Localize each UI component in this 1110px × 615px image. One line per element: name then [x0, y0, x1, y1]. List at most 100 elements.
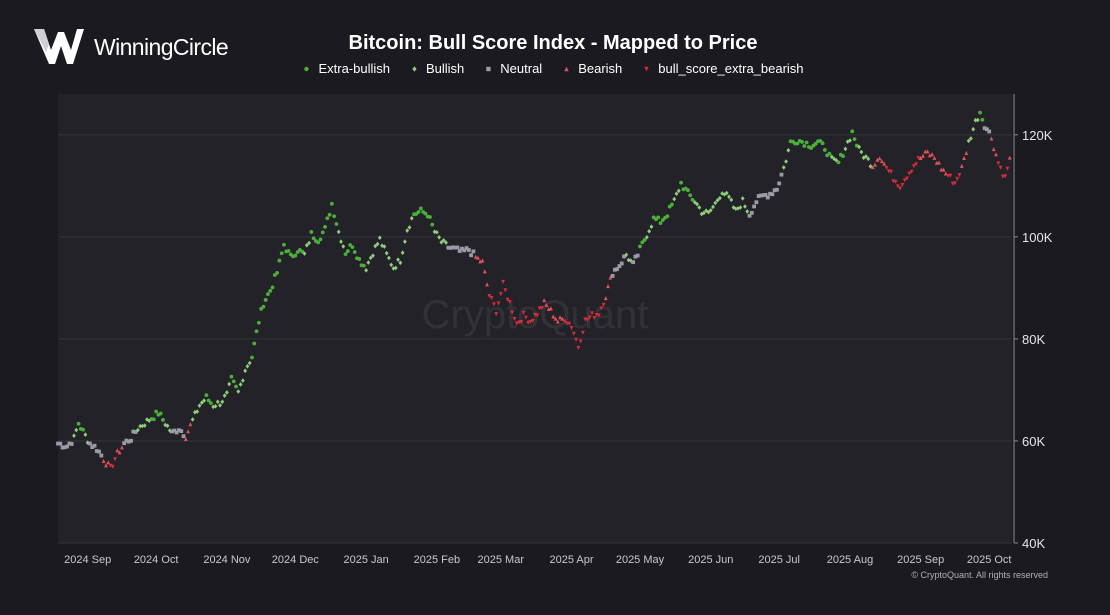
- data-point-bearish: [941, 167, 946, 172]
- data-point-bullish: [140, 423, 145, 429]
- data-point-extra-bullish: [151, 417, 156, 422]
- data-point-extra-bullish: [161, 418, 165, 422]
- data-point-extra-bullish: [978, 110, 982, 115]
- data-point-extra-bullish: [836, 160, 841, 165]
- data-point-bearish: [188, 422, 193, 427]
- data-point-bullish: [743, 204, 747, 209]
- data-point-neutral: [97, 449, 101, 454]
- data-point-extra-bullish: [254, 329, 259, 334]
- data-point-bullish: [733, 206, 738, 212]
- data-point-extra-bullish: [686, 188, 690, 193]
- data-point-bearish: [542, 298, 547, 303]
- data-point-bullish: [393, 265, 398, 271]
- data-point-bearish: [553, 316, 558, 321]
- data-point-bullish: [403, 239, 407, 244]
- data-point-neutral: [450, 245, 455, 250]
- data-point-bearish: [473, 254, 478, 259]
- legend-item-bearish[interactable]: Bearish: [562, 61, 622, 76]
- data-point-bullish: [715, 197, 720, 203]
- data-point-neutral: [131, 429, 136, 434]
- data-point-bullish: [781, 165, 786, 170]
- data-point-extra-bullish: [357, 257, 362, 261]
- data-point-extra-bearish: [889, 169, 893, 174]
- data-point-bearish: [880, 159, 884, 164]
- data-point-bullish: [387, 255, 391, 261]
- data-point-neutral: [765, 195, 770, 200]
- data-point-bullish: [202, 398, 206, 403]
- data-point-bearish: [120, 445, 124, 450]
- x-tick-label: 2024 Sep: [64, 554, 111, 566]
- data-point-extra-bearish: [489, 296, 494, 301]
- data-point-extra-bearish: [519, 320, 524, 325]
- data-point-neutral: [635, 253, 640, 258]
- data-point-bullish: [731, 205, 736, 210]
- data-point-bullish: [377, 235, 382, 241]
- legend-item-neutral[interactable]: Neutral: [484, 61, 542, 76]
- data-point-bearish: [606, 284, 610, 289]
- data-point-extra-bullish: [428, 215, 432, 219]
- data-point-neutral: [69, 442, 74, 446]
- data-point-neutral: [181, 434, 186, 439]
- data-point-bearish: [101, 458, 106, 464]
- data-point-bullish: [384, 250, 389, 256]
- data-point-bullish: [245, 363, 250, 369]
- data-point-bullish: [199, 400, 204, 406]
- data-point-extra-bearish: [113, 457, 117, 462]
- data-point-extra-bullish: [81, 427, 86, 432]
- data-point-extra-bullish: [266, 292, 270, 296]
- data-point-bullish: [400, 250, 405, 256]
- data-point-bullish: [215, 399, 220, 405]
- legend-item-extra-bullish[interactable]: Extra-bullish: [302, 61, 390, 76]
- data-point-bullish: [85, 440, 90, 446]
- legend-item-bullish[interactable]: Bullish: [410, 61, 464, 76]
- data-point-extra-bullish: [430, 222, 435, 227]
- x-tick-label: 2025 Feb: [414, 554, 460, 566]
- data-point-extra-bearish: [562, 319, 567, 324]
- data-point-bearish: [485, 282, 489, 287]
- data-point-extra-bullish: [350, 245, 355, 250]
- data-point-extra-bearish: [492, 302, 496, 307]
- data-point-bullish: [848, 138, 852, 143]
- data-point-extra-bullish: [320, 230, 325, 235]
- data-point-neutral: [446, 245, 451, 250]
- data-point-neutral: [457, 249, 462, 253]
- legend-label: Bullish: [425, 61, 465, 76]
- data-point-neutral: [987, 129, 992, 134]
- y-tick-label: 60K: [1022, 434, 1045, 449]
- data-point-extra-bullish: [231, 379, 236, 384]
- data-point-extra-bullish: [325, 216, 330, 221]
- data-point-extra-bullish: [293, 253, 298, 258]
- data-point-bullish: [695, 201, 699, 207]
- data-point-extra-bullish: [656, 215, 661, 220]
- data-point-extra-bearish: [571, 331, 576, 336]
- data-point-neutral: [62, 445, 67, 450]
- data-point-neutral: [448, 246, 453, 250]
- data-point-bullish: [375, 241, 380, 247]
- data-point-extra-bearish: [955, 176, 960, 181]
- data-point-bullish: [307, 240, 311, 246]
- data-point-extra-bullish: [658, 221, 663, 226]
- data-point-neutral: [617, 264, 622, 268]
- legend-item-extra-bearish[interactable]: bull_score_extra_bearish: [642, 61, 804, 76]
- data-point-extra-bearish: [503, 288, 508, 293]
- data-point-neutral: [126, 439, 131, 444]
- data-point-extra-bullish: [268, 288, 273, 293]
- data-point-extra-bearish: [585, 317, 590, 322]
- chart-title: Bitcoin: Bull Score Index - Mapped to Pr…: [348, 32, 758, 54]
- data-point-bullish: [145, 417, 149, 422]
- data-point-extra-bearish: [597, 313, 601, 318]
- data-point-bullish: [784, 159, 788, 164]
- x-tick-label: 2025 Jun: [688, 554, 733, 566]
- data-point-bullish: [444, 240, 448, 245]
- data-point-extra-bullish: [234, 384, 238, 389]
- data-point-extra-bearish: [998, 165, 1003, 170]
- data-point-neutral: [763, 193, 768, 197]
- legend-label: Bearish: [578, 61, 623, 76]
- data-point-extra-bullish: [275, 270, 280, 275]
- data-point-extra-bullish: [423, 211, 428, 216]
- data-point-neutral: [464, 246, 469, 251]
- data-point-extra-bearish: [905, 176, 909, 181]
- data-point-bullish: [382, 244, 387, 249]
- data-point-extra-bearish: [505, 297, 510, 302]
- data-point-extra-bullish: [804, 140, 809, 145]
